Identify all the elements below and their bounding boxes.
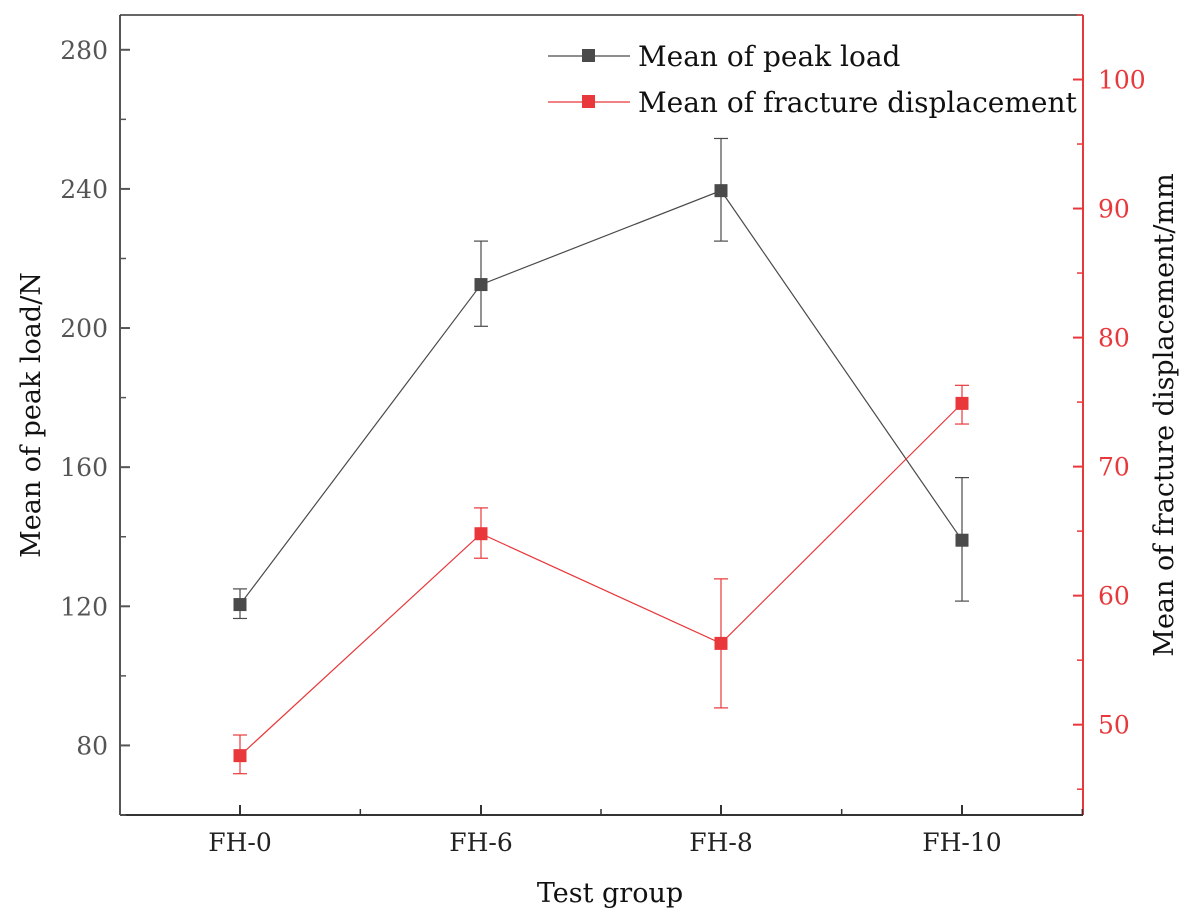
legend: Mean of peak load Mean of fracture displ… bbox=[548, 40, 1077, 119]
data-point-fracture-displacement bbox=[714, 636, 728, 650]
data-point-fracture-displacement bbox=[233, 749, 247, 763]
x-tick-label: FH-10 bbox=[922, 828, 1001, 857]
x-tick-label: FH-8 bbox=[689, 828, 753, 857]
right-tick-label: 80 bbox=[1098, 324, 1130, 353]
x-axis-title: Test group bbox=[537, 878, 683, 909]
left-tick-label: 280 bbox=[60, 36, 108, 65]
right-tick-label: 90 bbox=[1098, 195, 1130, 224]
left-axis-ticks: 80 120 160 200 240 280 bbox=[60, 36, 130, 816]
data-point-peak-load bbox=[474, 278, 488, 292]
right-tick-label: 50 bbox=[1098, 711, 1130, 740]
legend-label-fracture-displacement: Mean of fracture displacement bbox=[638, 86, 1077, 119]
right-axis-title: Mean of fracture displacement/mm bbox=[1149, 173, 1180, 656]
series-line-fracture-displacement bbox=[239, 402, 963, 757]
right-tick-label: 100 bbox=[1098, 66, 1146, 95]
right-axis-ticks: 50 60 70 80 90 100 bbox=[1073, 14, 1146, 790]
data-point-fracture-displacement bbox=[955, 396, 969, 410]
left-axis-title: Mean of peak load/N bbox=[16, 272, 47, 558]
series-layer bbox=[233, 137, 969, 775]
x-tick-label: FH-6 bbox=[449, 828, 513, 857]
right-tick-label: 70 bbox=[1098, 453, 1130, 482]
data-point-peak-load bbox=[955, 533, 969, 547]
data-point-fracture-displacement bbox=[474, 527, 488, 541]
legend-marker-fracture-displacement bbox=[582, 95, 595, 108]
data-point-peak-load bbox=[714, 184, 728, 198]
left-tick-label: 240 bbox=[60, 175, 108, 204]
right-tick-label: 60 bbox=[1098, 582, 1130, 611]
legend-marker-peak-load bbox=[582, 49, 595, 62]
left-tick-label: 200 bbox=[60, 314, 108, 343]
series-line-peak-load bbox=[239, 189, 963, 605]
legend-label-peak-load: Mean of peak load bbox=[638, 40, 901, 73]
data-point-peak-load bbox=[233, 598, 247, 612]
x-axis-ticks: FH-0 FH-6 FH-8 FH-10 bbox=[208, 805, 1084, 857]
left-tick-label: 120 bbox=[60, 592, 108, 621]
left-tick-label: 80 bbox=[76, 731, 108, 760]
left-tick-label: 160 bbox=[60, 453, 108, 482]
x-tick-label: FH-0 bbox=[208, 828, 272, 857]
